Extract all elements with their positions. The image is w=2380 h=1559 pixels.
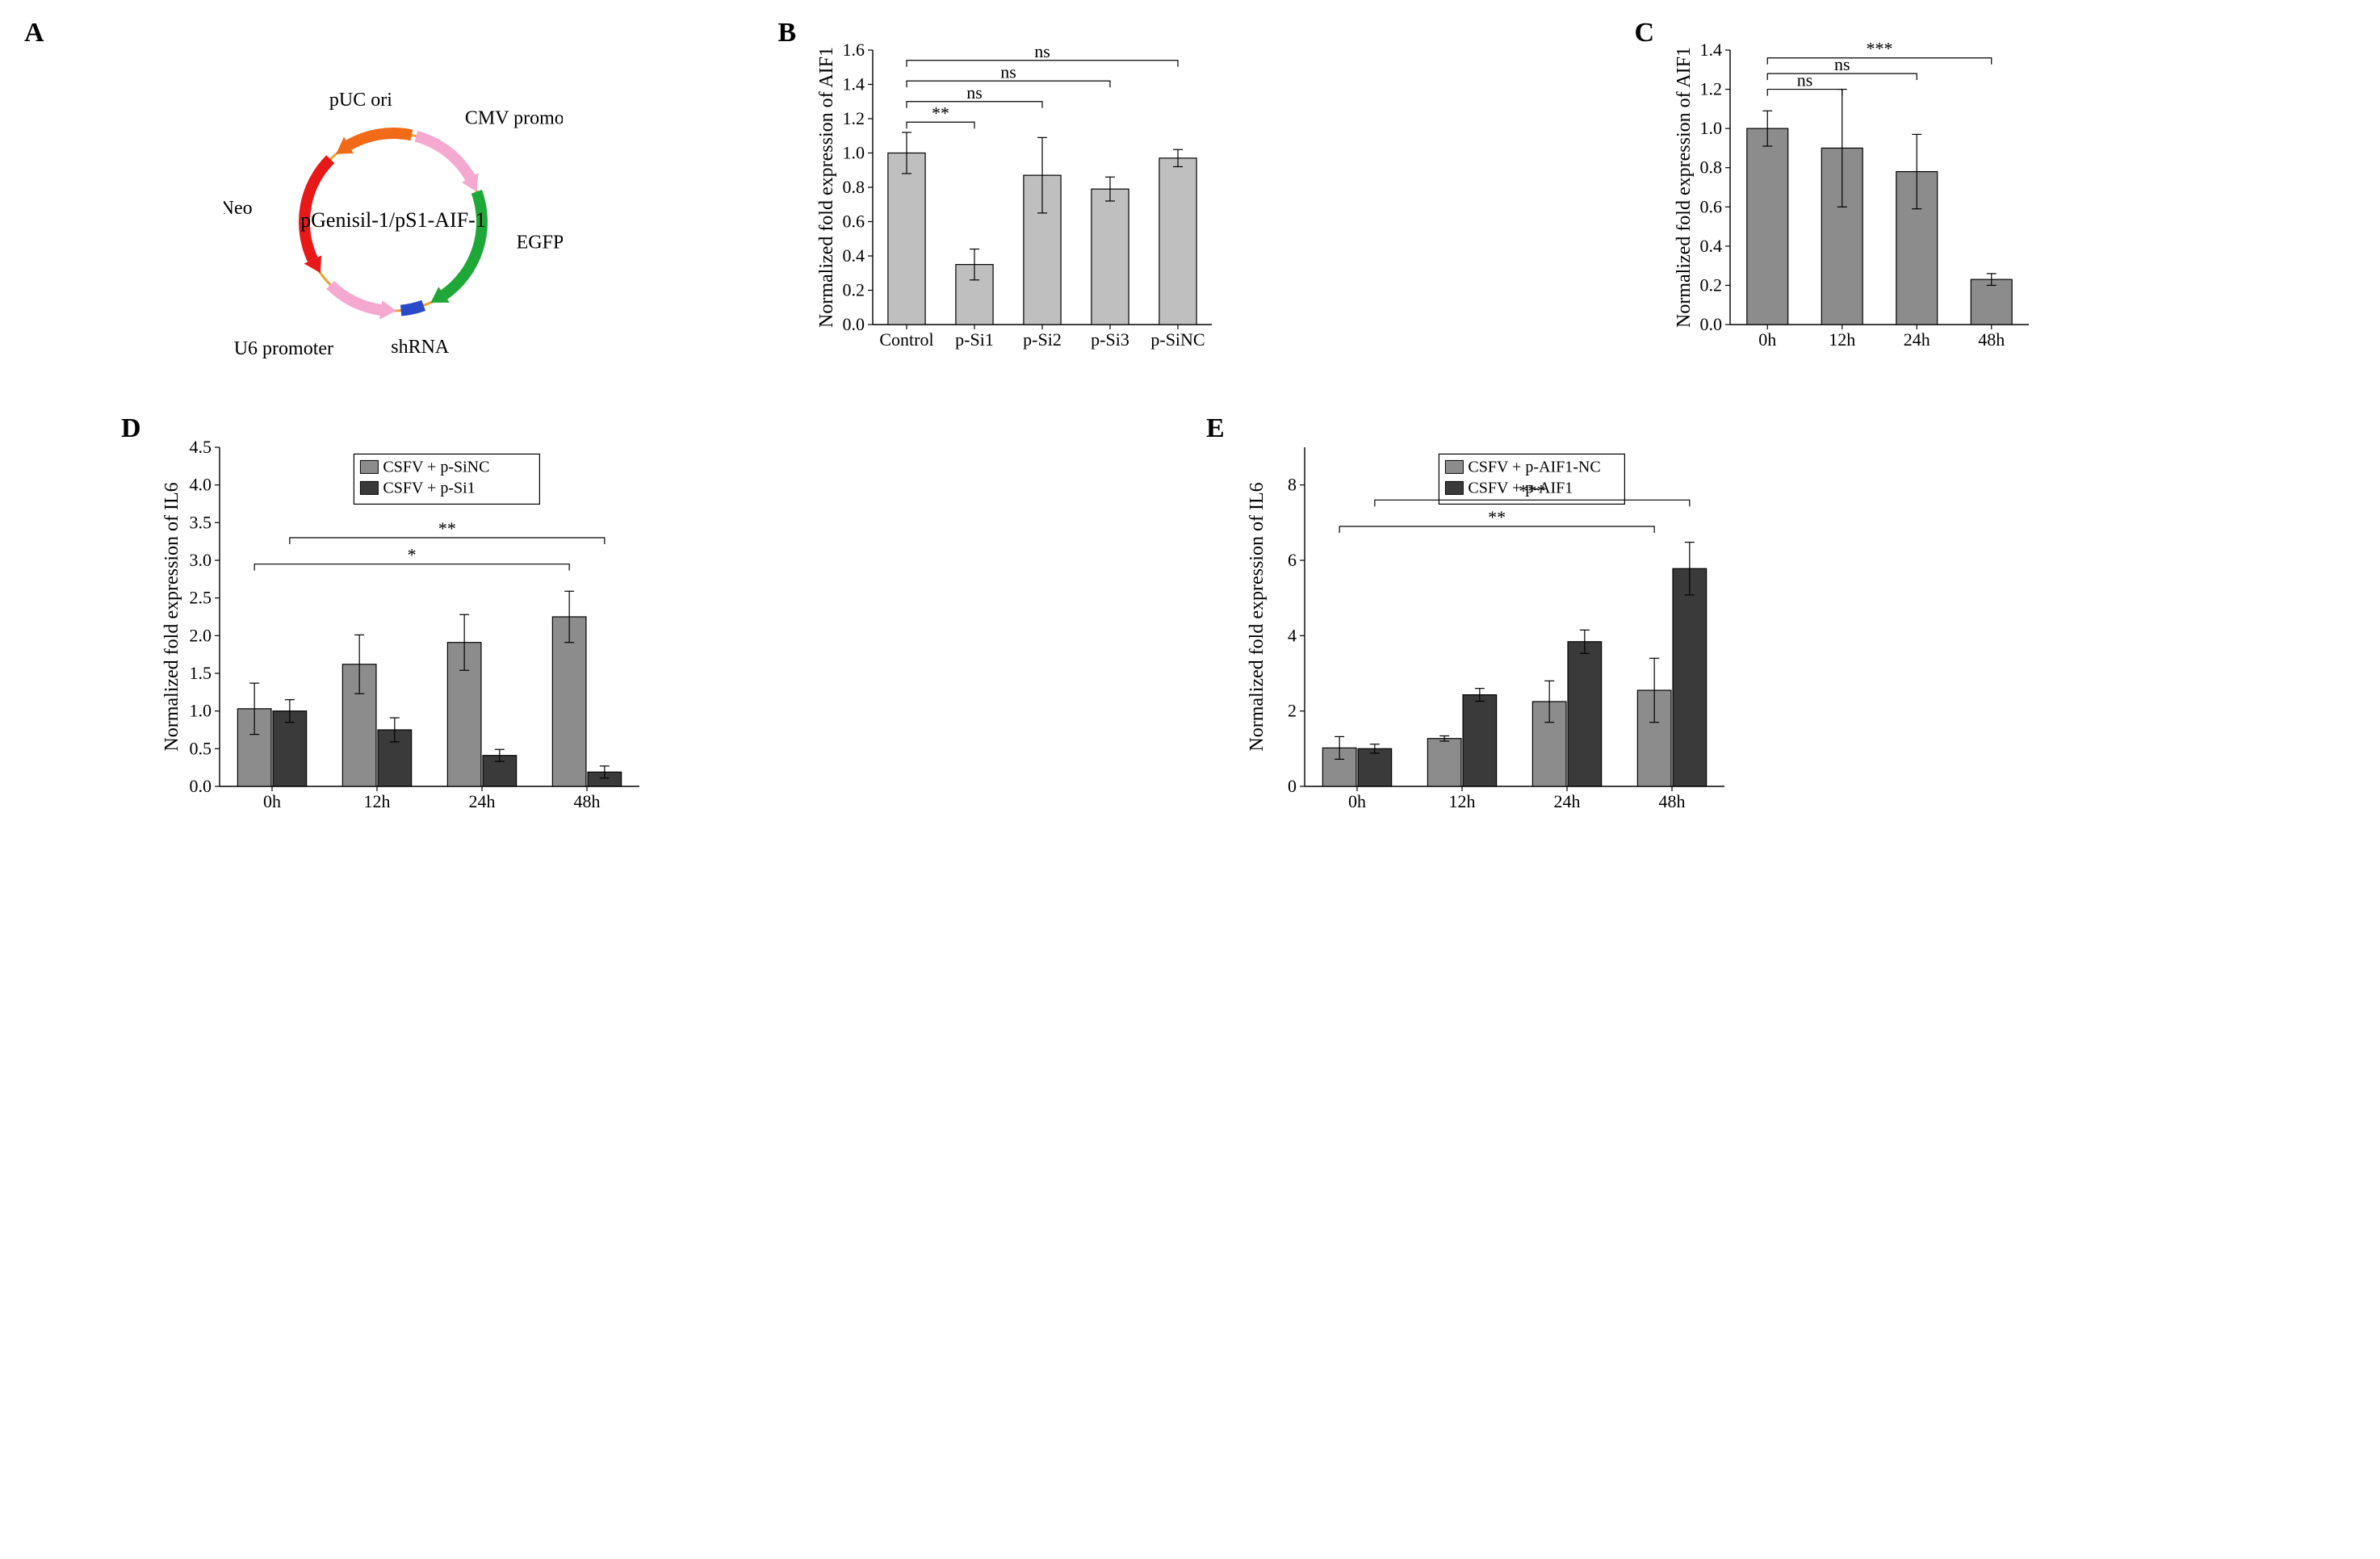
svg-text:24h: 24h <box>469 791 496 811</box>
svg-text:***: *** <box>1866 40 1892 59</box>
row-2: D 0.00.51.01.52.02.53.03.54.04.50h12h24h… <box>24 420 2356 832</box>
svg-text:U6 promoter: U6 promoter <box>233 338 333 359</box>
svg-text:0.6: 0.6 <box>1699 196 1722 216</box>
svg-text:ns: ns <box>1001 61 1017 82</box>
svg-text:CSFV + p-AIF1-NC: CSFV + p-AIF1-NC <box>1468 458 1600 476</box>
svg-text:0.5: 0.5 <box>190 738 212 758</box>
svg-text:6: 6 <box>1288 550 1297 570</box>
panel-b: B 0.00.20.40.60.81.01.21.41.6Controlp-Si… <box>777 24 1602 370</box>
svg-text:p-Si3: p-Si3 <box>1092 329 1130 350</box>
svg-text:Normalized fold expression of: Normalized fold expression of IL6 <box>1247 482 1268 751</box>
svg-text:0.0: 0.0 <box>1699 314 1722 334</box>
svg-text:2: 2 <box>1288 701 1297 721</box>
svg-text:24h: 24h <box>1903 329 1930 350</box>
svg-text:0: 0 <box>1288 776 1297 796</box>
svg-text:3.0: 3.0 <box>190 550 212 570</box>
panel-c-label: C <box>1635 18 1655 48</box>
svg-text:CSFV + p-SiNC: CSFV + p-SiNC <box>383 458 489 476</box>
svg-text:0.0: 0.0 <box>190 776 212 796</box>
panel-a-label: A <box>24 18 44 48</box>
svg-text:1.2: 1.2 <box>1699 79 1722 99</box>
svg-text:12h: 12h <box>364 791 391 811</box>
svg-text:0.4: 0.4 <box>1699 236 1722 256</box>
svg-text:shRNA: shRNA <box>391 337 450 358</box>
svg-text:0h: 0h <box>1348 791 1366 811</box>
svg-text:0.0: 0.0 <box>843 314 865 334</box>
svg-text:1.6: 1.6 <box>843 40 865 60</box>
svg-text:1.4: 1.4 <box>843 74 865 94</box>
svg-text:4.0: 4.0 <box>190 475 212 495</box>
svg-text:p-SiNC: p-SiNC <box>1151 329 1205 350</box>
panel-d: D 0.00.51.01.52.02.53.03.54.04.50h12h24h… <box>121 420 1174 832</box>
svg-text:Control: Control <box>880 329 934 350</box>
svg-text:p-Si1: p-Si1 <box>956 329 995 350</box>
svg-text:ns: ns <box>1035 41 1051 61</box>
svg-text:ns: ns <box>967 82 983 103</box>
svg-text:1.2: 1.2 <box>843 108 865 128</box>
svg-text:1.0: 1.0 <box>843 143 865 163</box>
svg-text:24h: 24h <box>1554 791 1581 811</box>
svg-text:0.6: 0.6 <box>843 212 865 232</box>
svg-text:1.5: 1.5 <box>190 663 212 683</box>
svg-text:*: * <box>408 545 417 565</box>
svg-text:8: 8 <box>1288 475 1297 495</box>
panel-b-label: B <box>777 18 796 48</box>
panel-e: E 024680h12h24h48h*****CSFV + p-AIF1-NCC… <box>1206 420 2259 832</box>
svg-text:1.4: 1.4 <box>1699 40 1722 60</box>
panel-d-label: D <box>121 413 141 444</box>
panel-e-label: E <box>1206 413 1225 444</box>
svg-text:12h: 12h <box>1449 791 1476 811</box>
svg-text:1.0: 1.0 <box>190 701 212 721</box>
svg-text:0.8: 0.8 <box>1699 157 1722 178</box>
svg-text:pGenisil-1/pS1-AIF-1: pGenisil-1/pS1-AIF-1 <box>300 208 486 232</box>
svg-text:0.4: 0.4 <box>843 245 865 266</box>
svg-text:Normalized fold expression of: Normalized fold expression of AIF1 <box>1675 47 1695 328</box>
svg-text:0.8: 0.8 <box>843 177 865 197</box>
svg-text:CSFV + p-AIF1: CSFV + p-AIF1 <box>1468 479 1573 497</box>
plasmid-diagram: CMV promoter EGFP shRNA U6 promoter Kan/Neo p… <box>24 24 745 388</box>
svg-text:Normalized fold expression of: Normalized fold expression of IL6 <box>161 482 182 751</box>
svg-text:ns: ns <box>1796 70 1812 90</box>
panel-b-chart: 0.0 0.2 0.4 0.6 0.8 1.0 1.2 1.4 1.6 Control p-Si1 p… <box>777 24 1602 370</box>
svg-text:EGFP: EGFP <box>516 232 562 253</box>
svg-text:2.0: 2.0 <box>190 625 212 645</box>
panel-e-chart: 024680h12h24h48h*****CSFV + p-AIF1-NCCSF… <box>1206 420 2259 832</box>
svg-text:48h: 48h <box>1978 329 2005 350</box>
panel-d-chart: 0.0 0.5 1.0 1.5 2.0 2.5 3.0 3.5 4.0 4.5 0h 12h 24h 48… <box>121 420 1174 832</box>
svg-text:CMV promoter: CMV promoter <box>465 108 563 129</box>
svg-text:pUC ori: pUC ori <box>329 90 392 111</box>
svg-text:0.2: 0.2 <box>1699 275 1722 295</box>
svg-text:48h: 48h <box>574 791 601 811</box>
figure: A CMV promoterEGFPshRNAU6 promoterKan/Ne… <box>24 24 2356 832</box>
panel-c: C 0.00.20.40.60.81.01.21.40h12h24h48hnsn… <box>1635 24 2356 370</box>
svg-text:3.5: 3.5 <box>190 512 212 532</box>
svg-text:4.5: 4.5 <box>190 437 212 457</box>
svg-text:**: ** <box>438 518 456 539</box>
svg-text:12h: 12h <box>1829 329 1855 350</box>
svg-text:p-Si2: p-Si2 <box>1024 329 1062 350</box>
row-1: A CMV promoterEGFPshRNAU6 promoterKan/Ne… <box>24 24 2356 388</box>
svg-text:**: ** <box>932 103 949 123</box>
panel-a: A CMV promoterEGFPshRNAU6 promoterKan/Ne… <box>24 24 745 388</box>
panel-c-chart: 0.0 0.2 0.4 0.6 0.8 1.0 1.2 1.4 0h 12h 24h 48h ns ns *… <box>1635 24 2356 370</box>
svg-text:Kan/Neo: Kan/Neo <box>224 198 253 219</box>
svg-text:CSFV + p-Si1: CSFV + p-Si1 <box>383 479 475 497</box>
svg-text:0.2: 0.2 <box>843 280 865 300</box>
svg-text:0h: 0h <box>263 791 281 811</box>
svg-text:2.5: 2.5 <box>190 588 212 608</box>
svg-text:0h: 0h <box>1758 329 1776 350</box>
svg-text:**: ** <box>1488 507 1506 527</box>
svg-text:48h: 48h <box>1659 791 1686 811</box>
svg-text:4: 4 <box>1288 625 1297 645</box>
svg-text:Normalized fold expression of: Normalized fold expression of AIF1 <box>818 47 837 328</box>
svg-text:1.0: 1.0 <box>1699 118 1722 138</box>
svg-text:ns: ns <box>1834 54 1850 74</box>
